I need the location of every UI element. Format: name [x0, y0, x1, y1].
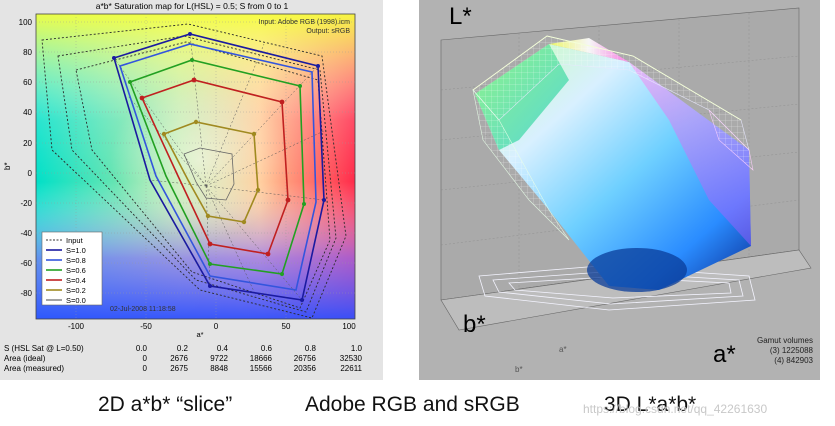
- svg-text:0.6: 0.6: [261, 344, 273, 353]
- svg-text:9722: 9722: [210, 354, 228, 363]
- adobe-wireframe: [472, 35, 754, 241]
- svg-text:2676: 2676: [170, 354, 188, 363]
- table-row: Area (ideal) 0 2676 9722 18666 26756 325…: [4, 354, 363, 363]
- plot-frame: [35, 13, 356, 320]
- legend: Input S=1.0 S=0.8 S=0.6 S=0.4 S=0.2: [41, 231, 103, 306]
- chart-title: a*b* Saturation map for L(HSL) = 0.5; S …: [96, 1, 289, 11]
- caption-gamuts: Adobe RGB and sRGB: [305, 393, 520, 416]
- x-tick: 50: [282, 322, 291, 331]
- ab-slice-svg: a*b* Saturation map for L(HSL) = 0.5; S …: [3, 1, 363, 373]
- legend-label: S=0.0: [66, 296, 86, 305]
- svg-text:0.8: 0.8: [305, 344, 317, 353]
- y-tick-labels: 100 80 60 40 20 0 -20 -40 -60 -80: [19, 18, 33, 298]
- contour-s04: [140, 79, 289, 255]
- lab-3d-svg: L* b* a* a* b* Gamut volumes (3) 1225088…: [440, 3, 814, 374]
- svg-text:2675: 2675: [170, 364, 188, 373]
- small-a-label: a*: [559, 345, 567, 354]
- y-tick: 0: [28, 169, 33, 178]
- svg-text:20356: 20356: [294, 364, 317, 373]
- y-tick: -40: [20, 229, 32, 238]
- svg-text:1.0: 1.0: [351, 344, 363, 353]
- legend-item-s06: S=0.6: [46, 266, 86, 275]
- grid-lines: [36, 14, 355, 319]
- input-profile-label: Input: Adobe RGB (1998).icm: [259, 19, 351, 26]
- y-axis-label: b*: [3, 162, 12, 170]
- contour-s08: [118, 43, 317, 291]
- contour-s02: [162, 121, 259, 223]
- svg-text:0: 0: [143, 354, 148, 363]
- legend-label: S=0.4: [66, 276, 86, 285]
- svg-text:0.4: 0.4: [217, 344, 229, 353]
- a-axis-label: a*: [713, 341, 736, 368]
- legend-item-s08: S=0.8: [46, 256, 86, 265]
- gamut-volume-line: (3) 1225088: [770, 346, 814, 355]
- legend-item-s04: S=0.4: [46, 276, 86, 285]
- contour-markers: [112, 32, 326, 302]
- table-header: S (HSL Sat @ L=0.50) 0.0 0.2 0.4 0.6 0.8…: [4, 344, 363, 353]
- legend-label: S=0.8: [66, 256, 86, 265]
- svg-text:Area (measured): Area (measured): [4, 364, 64, 373]
- lab-3d-chart: L* b* a* a* b* Gamut volumes (3) 1225088…: [419, 0, 820, 380]
- svg-text:0: 0: [143, 364, 148, 373]
- legend-item-s02: S=0.2: [46, 286, 86, 295]
- svg-text:0.2: 0.2: [177, 344, 189, 353]
- legend-label: S=0.2: [66, 286, 86, 295]
- small-b-label: b*: [515, 365, 523, 374]
- legend-label: S=0.6: [66, 266, 86, 275]
- timestamp: 02-Jul-2008 11:18:58: [110, 306, 176, 313]
- saturation-contours: [113, 33, 325, 301]
- svg-text:S (HSL Sat @ L=0.50): S (HSL Sat @ L=0.50): [4, 344, 84, 353]
- x-tick: -100: [68, 322, 85, 331]
- legend-item-input: Input: [46, 236, 84, 245]
- b-axis-label: b*: [463, 311, 486, 338]
- svg-text:18666: 18666: [250, 354, 273, 363]
- svg-text:0.0: 0.0: [136, 344, 148, 353]
- gamut-volume-line: (4) 842903: [774, 356, 813, 365]
- svg-text:26756: 26756: [294, 354, 317, 363]
- x-tick-labels: -100 -50 0 50 100: [68, 322, 356, 331]
- ab-slice-chart: a*b* Saturation map for L(HSL) = 0.5; S …: [0, 0, 383, 380]
- caption-2d-slice: 2D a*b* “slice”: [98, 393, 233, 416]
- y-tick: 40: [23, 108, 32, 117]
- legend-item-s00: S=0.0: [46, 296, 86, 305]
- y-tick: 20: [23, 139, 32, 148]
- x-tick: 0: [214, 322, 219, 331]
- l-axis-label: L*: [449, 3, 472, 30]
- gamut-volumes: Gamut volumes (3) 1225088 (4) 842903: [757, 336, 814, 365]
- contour-s06: [128, 59, 305, 275]
- y-tick: -80: [20, 289, 32, 298]
- x-axis-label: a*: [196, 330, 203, 339]
- watermark: https://blog.csdn.net/qq_42261630: [583, 402, 768, 416]
- x-tick: 100: [342, 322, 356, 331]
- table-row: Area (measured) 0 2675 8848 15566 20356 …: [4, 364, 363, 373]
- caption-3d-lab: 3D L*a*b*: [604, 393, 697, 416]
- area-table: S (HSL Sat @ L=0.50) 0.0 0.2 0.4 0.6 0.8…: [4, 344, 363, 373]
- svg-text:22611: 22611: [340, 364, 362, 373]
- svg-text:Area (ideal): Area (ideal): [4, 354, 46, 363]
- y-tick: 60: [23, 78, 32, 87]
- y-tick: -20: [20, 199, 32, 208]
- output-profile-label: Output: sRGB: [306, 28, 350, 35]
- contour-s00: [183, 147, 235, 201]
- gamut-volumes-title: Gamut volumes: [757, 336, 813, 345]
- y-tick: 100: [19, 18, 33, 27]
- svg-text:8848: 8848: [210, 364, 228, 373]
- svg-text:32530: 32530: [340, 354, 363, 363]
- legend-item-s10: S=1.0: [46, 246, 86, 255]
- svg-text:15566: 15566: [250, 364, 273, 373]
- legend-label: Input: [66, 236, 84, 245]
- contour-s10: [113, 33, 325, 301]
- legend-label: S=1.0: [66, 246, 86, 255]
- y-tick: -60: [20, 259, 32, 268]
- x-tick: -50: [140, 322, 152, 331]
- y-tick: 80: [23, 48, 32, 57]
